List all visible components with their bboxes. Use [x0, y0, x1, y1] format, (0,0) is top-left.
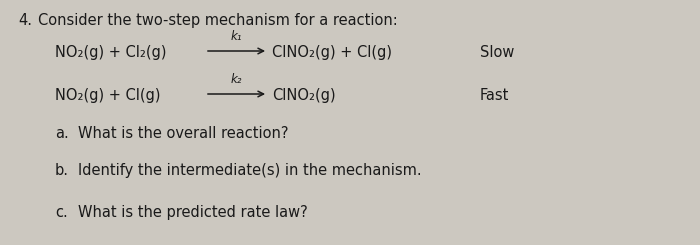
Text: What is the predicted rate law?: What is the predicted rate law?: [78, 205, 308, 220]
Text: CINO₂(g): CINO₂(g): [272, 88, 335, 103]
Text: Slow: Slow: [480, 45, 514, 60]
Text: b.: b.: [55, 163, 69, 178]
Text: k₂: k₂: [231, 73, 242, 86]
Text: What is the overall reaction?: What is the overall reaction?: [78, 126, 288, 141]
Text: c.: c.: [55, 205, 68, 220]
Text: k₁: k₁: [231, 30, 242, 43]
Text: NO₂(g) + Cl₂(g): NO₂(g) + Cl₂(g): [55, 45, 167, 60]
Text: Consider the two-step mechanism for a reaction:: Consider the two-step mechanism for a re…: [38, 13, 398, 28]
Text: 4.: 4.: [18, 13, 32, 28]
Text: a.: a.: [55, 126, 69, 141]
Text: NO₂(g) + Cl(g): NO₂(g) + Cl(g): [55, 88, 160, 103]
Text: Identify the intermediate(s) in the mechanism.: Identify the intermediate(s) in the mech…: [78, 163, 421, 178]
Text: CINO₂(g) + Cl(g): CINO₂(g) + Cl(g): [272, 45, 392, 60]
Text: Fast: Fast: [480, 88, 510, 103]
